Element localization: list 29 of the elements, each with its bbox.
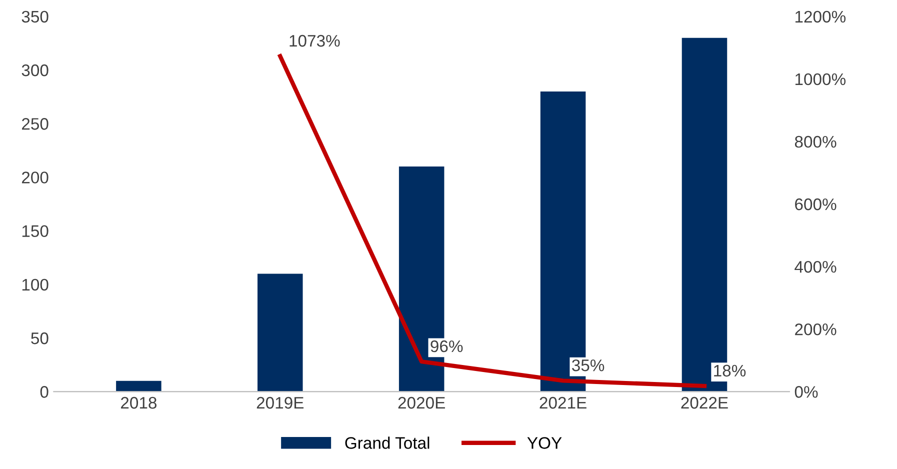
legend-label: Grand Total: [345, 436, 430, 449]
y-tick-label: 50: [31, 332, 48, 344]
bar: [258, 274, 303, 392]
y-tick-label: 250: [22, 118, 48, 130]
data-label: 1073%: [290, 34, 340, 47]
data-label: 96%: [430, 340, 463, 352]
x-tick-label: 2021E: [540, 396, 586, 409]
y-tick-label: 200: [22, 172, 48, 184]
x-tick-label: 2019E: [256, 396, 304, 409]
x-tick-label: 2022E: [681, 396, 728, 409]
y-tick-label: 100: [22, 278, 48, 291]
y2-tick-label: 0%: [794, 386, 818, 398]
data-label: 35%: [572, 359, 604, 372]
y2-tick-label: 200%: [795, 323, 836, 336]
y-tick-label: 0: [40, 386, 48, 398]
y2-tick-label: 800%: [794, 136, 836, 148]
x-tick-label: 2020E: [398, 396, 445, 409]
y2-tick-label: 1200%: [795, 10, 846, 23]
y2-tick-label: 400%: [794, 260, 836, 273]
y-tick-label: 350: [22, 10, 48, 23]
x-tick-label: 2018: [120, 396, 157, 409]
y-tick-label: 150: [22, 225, 48, 238]
line-series: [278, 54, 707, 388]
y2-tick-label: 600%: [795, 198, 836, 210]
bar: [116, 380, 162, 392]
data-label: 18%: [714, 364, 746, 377]
legend-label: YOY: [527, 437, 562, 449]
y-tick-label: 300: [22, 64, 48, 76]
y2-tick-label: 1000%: [795, 73, 846, 86]
